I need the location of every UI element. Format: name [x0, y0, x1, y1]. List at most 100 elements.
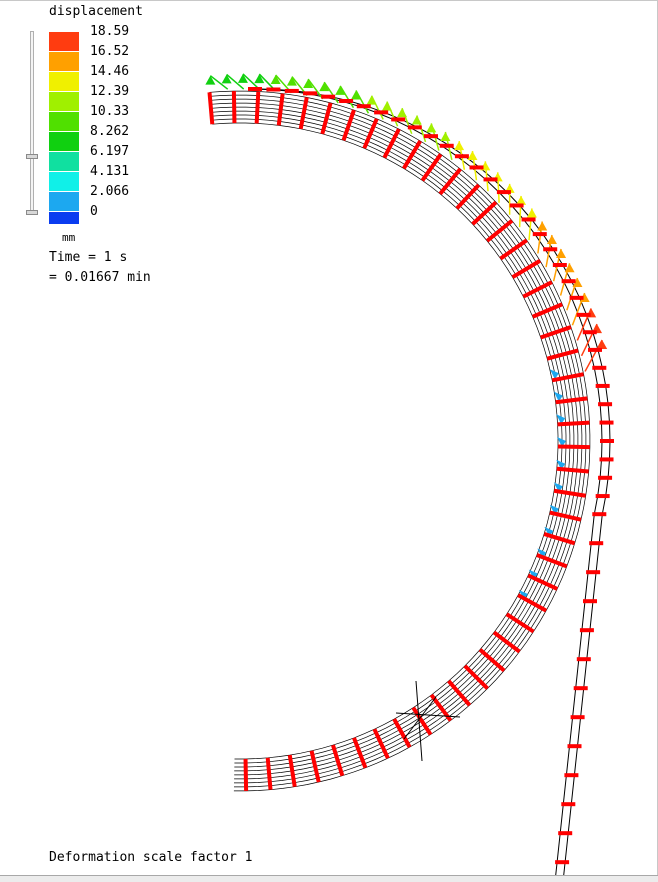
strip-node-marker	[339, 98, 354, 103]
axis-triad-icon[interactable]	[395, 680, 461, 762]
strip-node-marker	[599, 457, 614, 462]
ring-element-marker	[551, 372, 584, 383]
ring-element-marker	[485, 219, 514, 243]
strip-node-marker	[521, 217, 536, 222]
ring-element-marker	[411, 706, 433, 736]
strip-node-marker	[583, 599, 598, 604]
legend-swatch	[49, 52, 79, 71]
displacement-arrow-head	[411, 115, 422, 125]
displacement-arrow	[339, 85, 355, 109]
ring-element-marker	[420, 153, 443, 182]
ring-element-marker	[540, 325, 572, 340]
ring-element-marker	[447, 679, 472, 707]
strip-node-marker	[496, 190, 511, 195]
legend-value: 16.52	[90, 44, 130, 59]
time-seconds: Time = 1 s	[49, 250, 128, 265]
range-slider-lower-handle[interactable]	[26, 210, 38, 215]
ring-element-marker	[243, 758, 249, 791]
time-minutes: = 0.01667 min	[49, 270, 151, 285]
strip-node-marker	[598, 475, 613, 480]
strip-node-marker	[564, 773, 579, 778]
strip-node-marker	[558, 831, 573, 836]
displacement-arrow-head	[526, 208, 537, 218]
ring-mesh	[209, 90, 591, 792]
ring-element-marker	[522, 280, 553, 299]
ring-element-marker	[455, 183, 481, 210]
displacement-arrow-head	[366, 95, 377, 105]
ring-element-marker	[392, 718, 412, 749]
ring-mesh-line	[212, 122, 559, 760]
displacement-arrow-head	[303, 79, 314, 89]
ring-mesh-line	[209, 90, 591, 792]
strip-node-marker	[543, 247, 558, 252]
ring-element-marker	[555, 396, 588, 405]
ring-mesh-line	[211, 114, 567, 768]
displacement-arrow-head	[221, 74, 232, 84]
displacement-arrow-head	[572, 277, 583, 287]
ring-element-marker	[382, 128, 401, 159]
ring-element-marker	[298, 97, 309, 130]
ring-element-marker	[549, 510, 582, 522]
ring-element-marker	[438, 167, 462, 196]
range-slider-upper-handle[interactable]	[26, 154, 38, 159]
ring-element-marker	[331, 744, 345, 777]
displacement-arrow-head	[270, 74, 281, 84]
strip-node-marker	[573, 686, 588, 691]
legend-value: 8.262	[90, 124, 130, 139]
strip-node-marker	[570, 715, 585, 720]
ring-element-marker	[341, 109, 356, 141]
displacement-arrow-head	[335, 85, 346, 95]
ring-element-marker	[546, 348, 579, 361]
displacement-arrow-head	[549, 369, 559, 380]
legend-value: 6.197	[90, 144, 130, 159]
strip-node-marker	[374, 110, 389, 115]
ring-element-marker	[505, 612, 535, 634]
strip-node-marker	[589, 541, 604, 546]
strip-node-marker	[579, 628, 594, 633]
ring-element-marker	[320, 102, 333, 135]
strip-node-marker	[303, 91, 318, 96]
strip-node-marker	[561, 802, 576, 807]
strip-node-marker	[595, 494, 610, 499]
legend-swatch	[49, 132, 79, 151]
displacement-arrow-head	[440, 131, 451, 141]
ring-element-marker	[471, 200, 498, 226]
ring-element-marker	[309, 750, 321, 783]
ring-element-marker	[265, 757, 273, 790]
displacement-arrows	[205, 73, 608, 601]
ring-element-marker	[231, 91, 237, 124]
displacement-arrow	[323, 81, 339, 104]
strip-node-marker	[248, 87, 262, 91]
ring-element-marker	[531, 302, 563, 319]
strip-node-marker	[552, 263, 567, 267]
ring-element-marker	[499, 238, 528, 261]
displacement-arrow-head	[544, 526, 554, 537]
deformation-scale-factor: Deformation scale factor 1	[49, 850, 253, 865]
strip-node-marker	[598, 402, 613, 407]
strip-node-marker	[469, 165, 484, 170]
legend-value: 18.59	[90, 24, 130, 39]
ring-element-marker	[553, 488, 587, 498]
displacement-arrow-head	[381, 101, 392, 111]
strip-node-marker	[561, 279, 576, 284]
legend-value: 10.33	[90, 104, 130, 119]
legend-value: 2.066	[90, 184, 130, 199]
legend-value: 0	[90, 204, 98, 219]
strip-node-marker	[588, 347, 603, 352]
strip-node-marker	[592, 512, 607, 517]
strip-node-marker	[576, 312, 591, 317]
ring-mesh-line	[211, 118, 563, 764]
displacement-arrow-head	[537, 221, 548, 231]
strip-node-marker	[555, 860, 570, 865]
strip-node-marker	[391, 117, 406, 122]
displacement-arrow-head	[556, 248, 567, 258]
node-markers	[207, 87, 614, 865]
strip-node-marker	[424, 134, 438, 139]
strip-node-marker	[321, 94, 336, 99]
strip-node-marker	[595, 383, 610, 388]
displacement-arrow-head	[528, 569, 538, 580]
strip-node-marker	[284, 88, 299, 93]
ring-element-marker	[463, 664, 489, 690]
